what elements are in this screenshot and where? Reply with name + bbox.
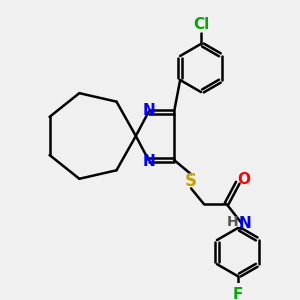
Text: H: H — [227, 214, 239, 229]
Text: Cl: Cl — [193, 16, 209, 32]
Text: F: F — [232, 287, 243, 300]
Text: S: S — [185, 172, 197, 190]
Text: N: N — [142, 103, 155, 118]
Text: O: O — [237, 172, 250, 188]
Text: N: N — [142, 154, 155, 169]
Text: N: N — [238, 216, 251, 231]
